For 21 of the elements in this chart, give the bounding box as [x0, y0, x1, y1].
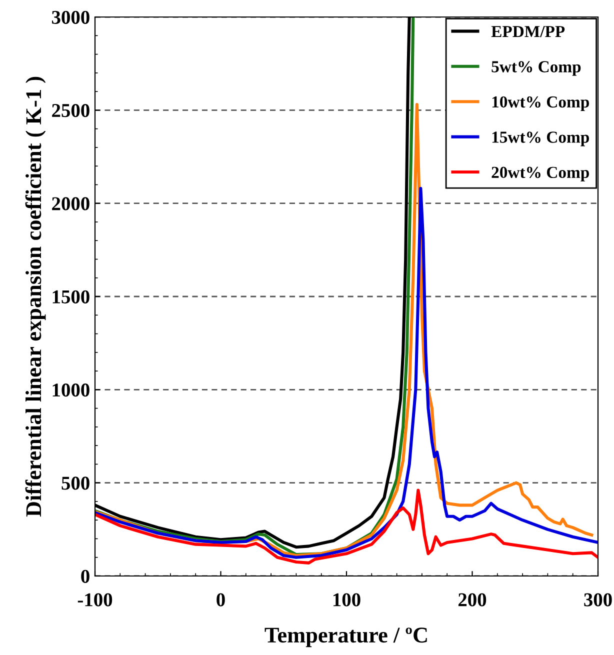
legend-label: EPDM/PP — [491, 26, 565, 38]
line-series — [95, 488, 598, 564]
y-tick-label: 3000 — [52, 10, 90, 24]
line-series — [95, 186, 598, 559]
x-tick-label: 100 — [333, 593, 360, 606]
x-tick-label: 200 — [458, 593, 486, 606]
x-tick-label: 300 — [584, 593, 612, 606]
y-tick-label: 2000 — [52, 197, 90, 210]
y-tick-label: 2500 — [52, 104, 90, 118]
y-axis-title: Differential linear expansion coefficient ( K-1 ) — [25, 76, 46, 517]
x-tick-label: -100 — [78, 593, 112, 606]
x-axis-title: Temperature / ºC — [264, 628, 427, 648]
legend-label: 15wt% Comp — [492, 132, 589, 146]
y-tick-label: 1000 — [52, 383, 90, 397]
x-tick-label: 0 — [216, 593, 225, 606]
legend-label: 5wt% Comp — [492, 61, 581, 76]
y-tick-label: 1500 — [52, 290, 90, 304]
y-tick-label: 500 — [62, 476, 90, 490]
y-tick-label: 0 — [81, 570, 90, 583]
legend-label: 10wt% Comp — [492, 96, 589, 111]
legend-label: 20wt% Comp — [492, 166, 589, 182]
